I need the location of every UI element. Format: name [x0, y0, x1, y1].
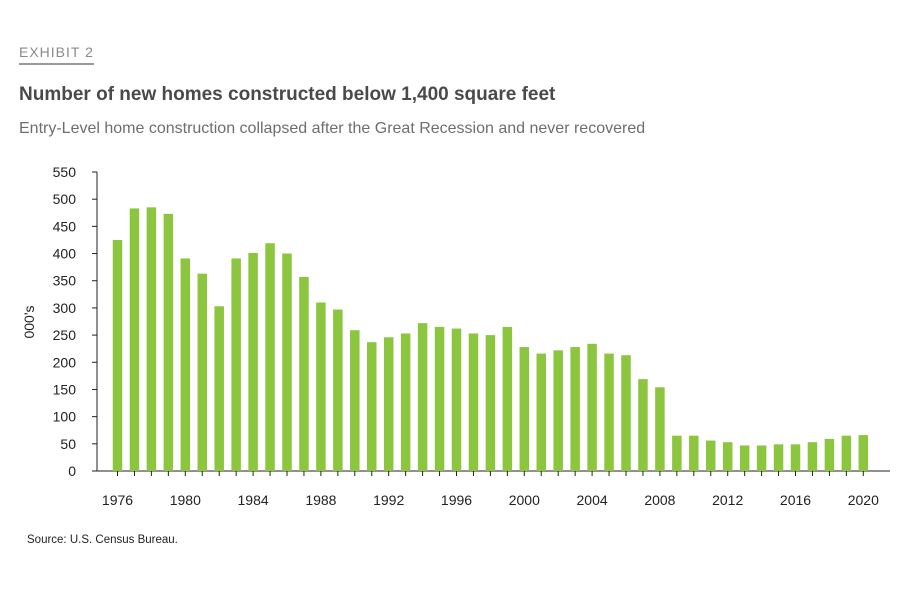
- bar: [841, 435, 852, 471]
- bar: [231, 258, 241, 471]
- bar: [638, 379, 648, 471]
- x-tick-label: 1976: [102, 492, 133, 508]
- y-tick-label: 450: [53, 218, 77, 234]
- bar: [367, 342, 377, 471]
- bar: [790, 444, 801, 471]
- bar: [739, 445, 750, 471]
- bar: [400, 333, 411, 471]
- x-tick-label: 1996: [441, 492, 472, 508]
- bar: [434, 326, 445, 471]
- exhibit-label: EXHIBIT 2: [19, 44, 94, 65]
- bar: [807, 442, 818, 471]
- bar: [197, 273, 207, 471]
- bar: [621, 355, 631, 471]
- bar: [282, 253, 292, 471]
- y-tick-label: 200: [53, 354, 77, 370]
- y-tick-label: 500: [53, 191, 77, 207]
- x-tick-label: 2020: [848, 492, 879, 508]
- bar: [502, 326, 513, 471]
- bar: [112, 239, 123, 471]
- bar: [485, 335, 496, 471]
- x-tick-label: 2000: [509, 492, 540, 508]
- bar: [180, 258, 191, 471]
- x-tick-label: 1984: [238, 492, 269, 508]
- bar: [316, 302, 326, 471]
- bar: [536, 353, 546, 471]
- bar: [570, 347, 580, 471]
- bar: [706, 440, 716, 471]
- bar: [129, 208, 140, 471]
- y-tick-label: 150: [53, 381, 77, 397]
- y-tick-label: 50: [60, 436, 76, 452]
- x-tick-label: 2012: [712, 492, 743, 508]
- bar: [824, 438, 835, 471]
- x-tick-label: 1992: [373, 492, 404, 508]
- bar: [265, 243, 275, 471]
- bar: [722, 442, 733, 471]
- bar: [214, 306, 224, 471]
- bar: [163, 213, 174, 472]
- bar: [383, 337, 394, 471]
- y-tick-label: 400: [53, 246, 77, 262]
- x-tick-label: 1980: [170, 492, 201, 508]
- bar: [672, 435, 682, 471]
- source-note: Source: U.S. Census Bureau.: [27, 534, 178, 546]
- x-tick-label: 2008: [644, 492, 675, 508]
- bar: [146, 207, 157, 471]
- bar: [858, 435, 869, 471]
- y-tick-label: 300: [53, 300, 77, 316]
- x-tick-label: 1988: [305, 492, 336, 508]
- bar: [655, 387, 665, 471]
- bar: [417, 323, 428, 471]
- y-tick-label: 250: [53, 327, 77, 343]
- bar: [689, 435, 699, 471]
- plot-area: 0 50 100 150 200 250 300 350 400 450 500 550 1976 198…: [53, 164, 890, 508]
- y-axis-label: 000's: [21, 305, 37, 338]
- chart-subtitle: Entry-Level home construction collapsed …: [19, 120, 646, 137]
- bar: [248, 253, 258, 471]
- bar: [299, 276, 309, 471]
- y-tick-label: 350: [53, 273, 77, 289]
- bar: [468, 333, 479, 471]
- bar: [519, 347, 530, 471]
- x-tick-label: 2004: [577, 492, 608, 508]
- bar: [604, 353, 614, 471]
- bar: [333, 309, 343, 471]
- bar: [350, 330, 360, 471]
- y-tick-label: 550: [53, 164, 77, 180]
- y-tick-label: 100: [53, 409, 77, 425]
- y-tick-label: 0: [68, 463, 76, 479]
- x-tick-label: 2016: [780, 492, 811, 508]
- bar: [451, 328, 462, 471]
- bar: [773, 444, 784, 471]
- bar: [756, 445, 767, 471]
- bar: [553, 350, 563, 471]
- bar: [587, 343, 597, 471]
- chart-title: Number of new homes constructed below 1,…: [19, 84, 556, 105]
